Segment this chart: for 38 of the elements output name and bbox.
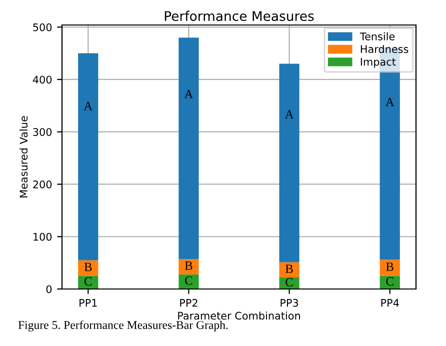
- legend-label: Impact: [360, 58, 396, 68]
- data-label: B: [386, 262, 394, 271]
- bar: [178, 259, 199, 274]
- bar: [178, 274, 199, 289]
- data-label: A: [184, 90, 194, 98]
- data-label: A: [385, 98, 394, 106]
- caption: Figure 5. Performance Measures-Bar Graph.: [18, 320, 228, 332]
- x-tick-label: PP1: [80, 299, 97, 307]
- data-label: B: [184, 262, 192, 270]
- legend-label: Tensile: [360, 32, 395, 40]
- y-tick-label: 0: [46, 285, 52, 294]
- x-tick-label: PP4: [381, 299, 399, 307]
- x-tick-label: PP3: [280, 298, 298, 307]
- data-label: A: [84, 102, 93, 110]
- data-label: B: [84, 262, 92, 272]
- y-tick-label: 300: [33, 128, 52, 136]
- y-tick-label: 200: [33, 180, 52, 188]
- bar: [178, 38, 199, 260]
- bar: [78, 260, 98, 276]
- data-label: C: [185, 276, 192, 285]
- data-label: B: [285, 264, 293, 273]
- y-tick-label: 400: [32, 76, 52, 84]
- chart-title: Performance Measures: [164, 10, 314, 22]
- y-tick-label: 500: [33, 23, 52, 32]
- bar: [279, 64, 300, 262]
- bar: [279, 277, 300, 289]
- bar: [279, 262, 300, 278]
- y-tick-label: 100: [34, 232, 52, 241]
- data-label: C: [84, 277, 92, 286]
- bar: [78, 53, 98, 260]
- bar: [380, 260, 400, 276]
- data-label: C: [286, 278, 293, 286]
- data-label: C: [386, 277, 394, 286]
- data-label: A: [284, 110, 294, 118]
- x-axis-title: Parameter Combination: [178, 312, 300, 320]
- y-axis-title: Measured Value: [20, 116, 28, 198]
- x-tick-label: PP2: [180, 298, 198, 307]
- legend-label: Hardness: [360, 44, 408, 54]
